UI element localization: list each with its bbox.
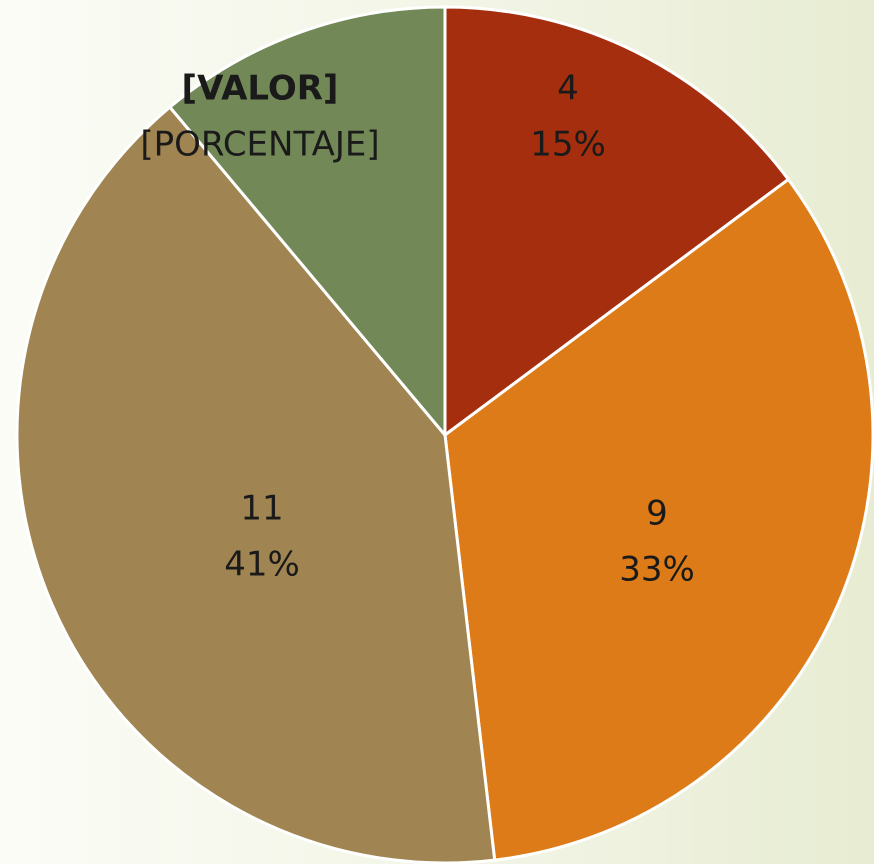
percent-label: 41% (224, 545, 300, 585)
pie-slice (15, 105, 497, 864)
value-label: [VALOR] (182, 69, 339, 109)
value-label: 9 (646, 494, 668, 534)
percent-label: [PORCENTAJE] (140, 125, 379, 165)
value-label: 11 (240, 489, 283, 529)
pie-slice (443, 5, 791, 438)
pie-slice (167, 5, 447, 440)
percent-label: 33% (619, 550, 695, 590)
pie-slice (443, 177, 874, 862)
percent-label: 15% (530, 125, 606, 165)
value-label: 4 (557, 69, 579, 109)
